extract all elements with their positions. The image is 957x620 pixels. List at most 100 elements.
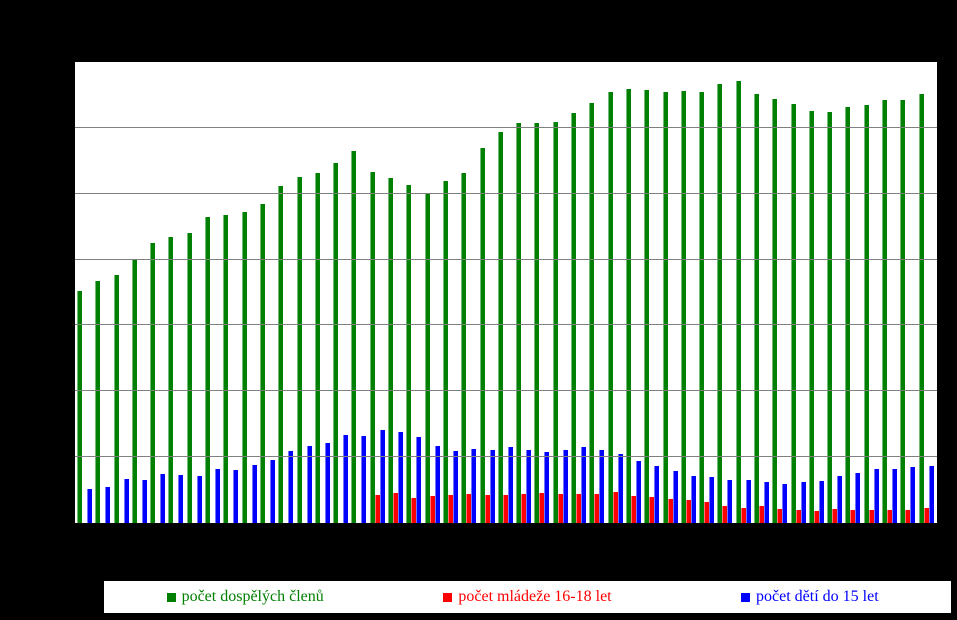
bar-group: [790, 62, 806, 523]
bar-adults: [241, 211, 247, 523]
bar-children: [471, 449, 477, 523]
bar-adults: [168, 236, 174, 523]
bar-adults: [497, 131, 503, 523]
bar-youth: [722, 505, 728, 523]
bar-adults: [479, 147, 485, 523]
bar-adults: [351, 150, 357, 523]
bar-adults: [406, 184, 412, 523]
bar-group: [552, 62, 568, 523]
bar-youth: [905, 509, 911, 523]
bar-adults: [534, 122, 540, 523]
legend-entry-youth: počet mládeže 16-18 let: [386, 588, 668, 606]
bar-youth: [447, 495, 453, 523]
bar-youth: [630, 496, 636, 523]
gridline: [75, 192, 937, 194]
bar-children: [398, 432, 404, 523]
bar-group: [699, 62, 715, 523]
bar-group: [534, 62, 550, 523]
bar-youth: [429, 496, 435, 523]
bar-group: [168, 62, 184, 523]
bar-group: [680, 62, 696, 523]
bar-group: [424, 62, 440, 523]
bar-adults: [717, 83, 723, 523]
bar-adults: [644, 89, 650, 523]
bar-children: [873, 469, 879, 523]
bar-adults: [900, 100, 906, 523]
bar-youth: [539, 493, 545, 523]
bar-group: [863, 62, 879, 523]
children-series-swatch-icon: [741, 592, 750, 602]
bar-adults: [259, 203, 265, 523]
bar-youth: [502, 495, 508, 523]
bar-children: [892, 469, 898, 523]
bar-children: [343, 435, 349, 523]
bar-youth: [813, 511, 819, 523]
bar-group: [918, 62, 934, 523]
bar-adults: [369, 171, 375, 523]
bar-adults: [699, 91, 705, 523]
bar-youth: [740, 507, 746, 523]
bar-group: [296, 62, 312, 523]
bar-group: [808, 62, 824, 523]
bar-adults: [223, 215, 229, 523]
bar-children: [599, 449, 605, 523]
bar-adults: [296, 177, 302, 523]
bar-youth: [685, 499, 691, 523]
bar-adults: [735, 81, 741, 523]
gridline: [75, 390, 937, 392]
bar-adults: [571, 113, 577, 523]
bar-adults: [625, 89, 631, 523]
bar-children: [818, 480, 824, 523]
bar-group: [516, 62, 532, 523]
bar-children: [178, 474, 184, 523]
bar-children: [288, 451, 294, 523]
bar-group: [900, 62, 916, 523]
bar-youth: [777, 509, 783, 523]
bar-youth: [594, 494, 600, 523]
bar-children: [855, 472, 861, 523]
bar-children: [233, 470, 239, 523]
bar-group: [205, 62, 221, 523]
bar-children: [581, 447, 587, 523]
bar-adults: [753, 93, 759, 523]
bar-children: [800, 482, 806, 523]
bar-adults: [333, 162, 339, 523]
bar-children: [324, 443, 330, 523]
youth-series-swatch-icon: [443, 592, 453, 602]
bar-children: [251, 465, 257, 523]
bar-adults: [808, 111, 814, 523]
bar-group: [772, 62, 788, 523]
bar-children: [526, 449, 532, 523]
bar-youth: [704, 501, 710, 523]
bar-children: [763, 482, 769, 523]
bar-youth: [557, 494, 563, 523]
bar-group: [278, 62, 294, 523]
bar-group: [406, 62, 422, 523]
bar-children: [654, 466, 660, 523]
bar-children: [215, 469, 221, 523]
bar-adults: [461, 172, 467, 523]
bar-group: [333, 62, 349, 523]
bar-adults: [589, 102, 595, 523]
bar-youth: [411, 497, 417, 523]
bar-group: [753, 62, 769, 523]
bar-adults: [424, 193, 430, 523]
bar-children: [105, 486, 111, 523]
bar-adults: [662, 91, 668, 523]
bar-group: [644, 62, 660, 523]
bar-youth: [466, 494, 472, 523]
bar-children: [434, 445, 440, 523]
legend-label-adults: počet dospělých členů: [181, 588, 324, 605]
bar-adults: [442, 180, 448, 523]
legend-label-children: počet dětí do 15 let: [756, 588, 879, 605]
bar-group: [607, 62, 623, 523]
bar-adults: [150, 243, 156, 523]
bar-group: [369, 62, 385, 523]
bar-group: [625, 62, 641, 523]
bar-group: [186, 62, 202, 523]
bar-adults: [680, 90, 686, 523]
bar-group: [442, 62, 458, 523]
bar-group: [113, 62, 129, 523]
bar-youth: [795, 509, 801, 523]
plot-area: [74, 61, 938, 524]
